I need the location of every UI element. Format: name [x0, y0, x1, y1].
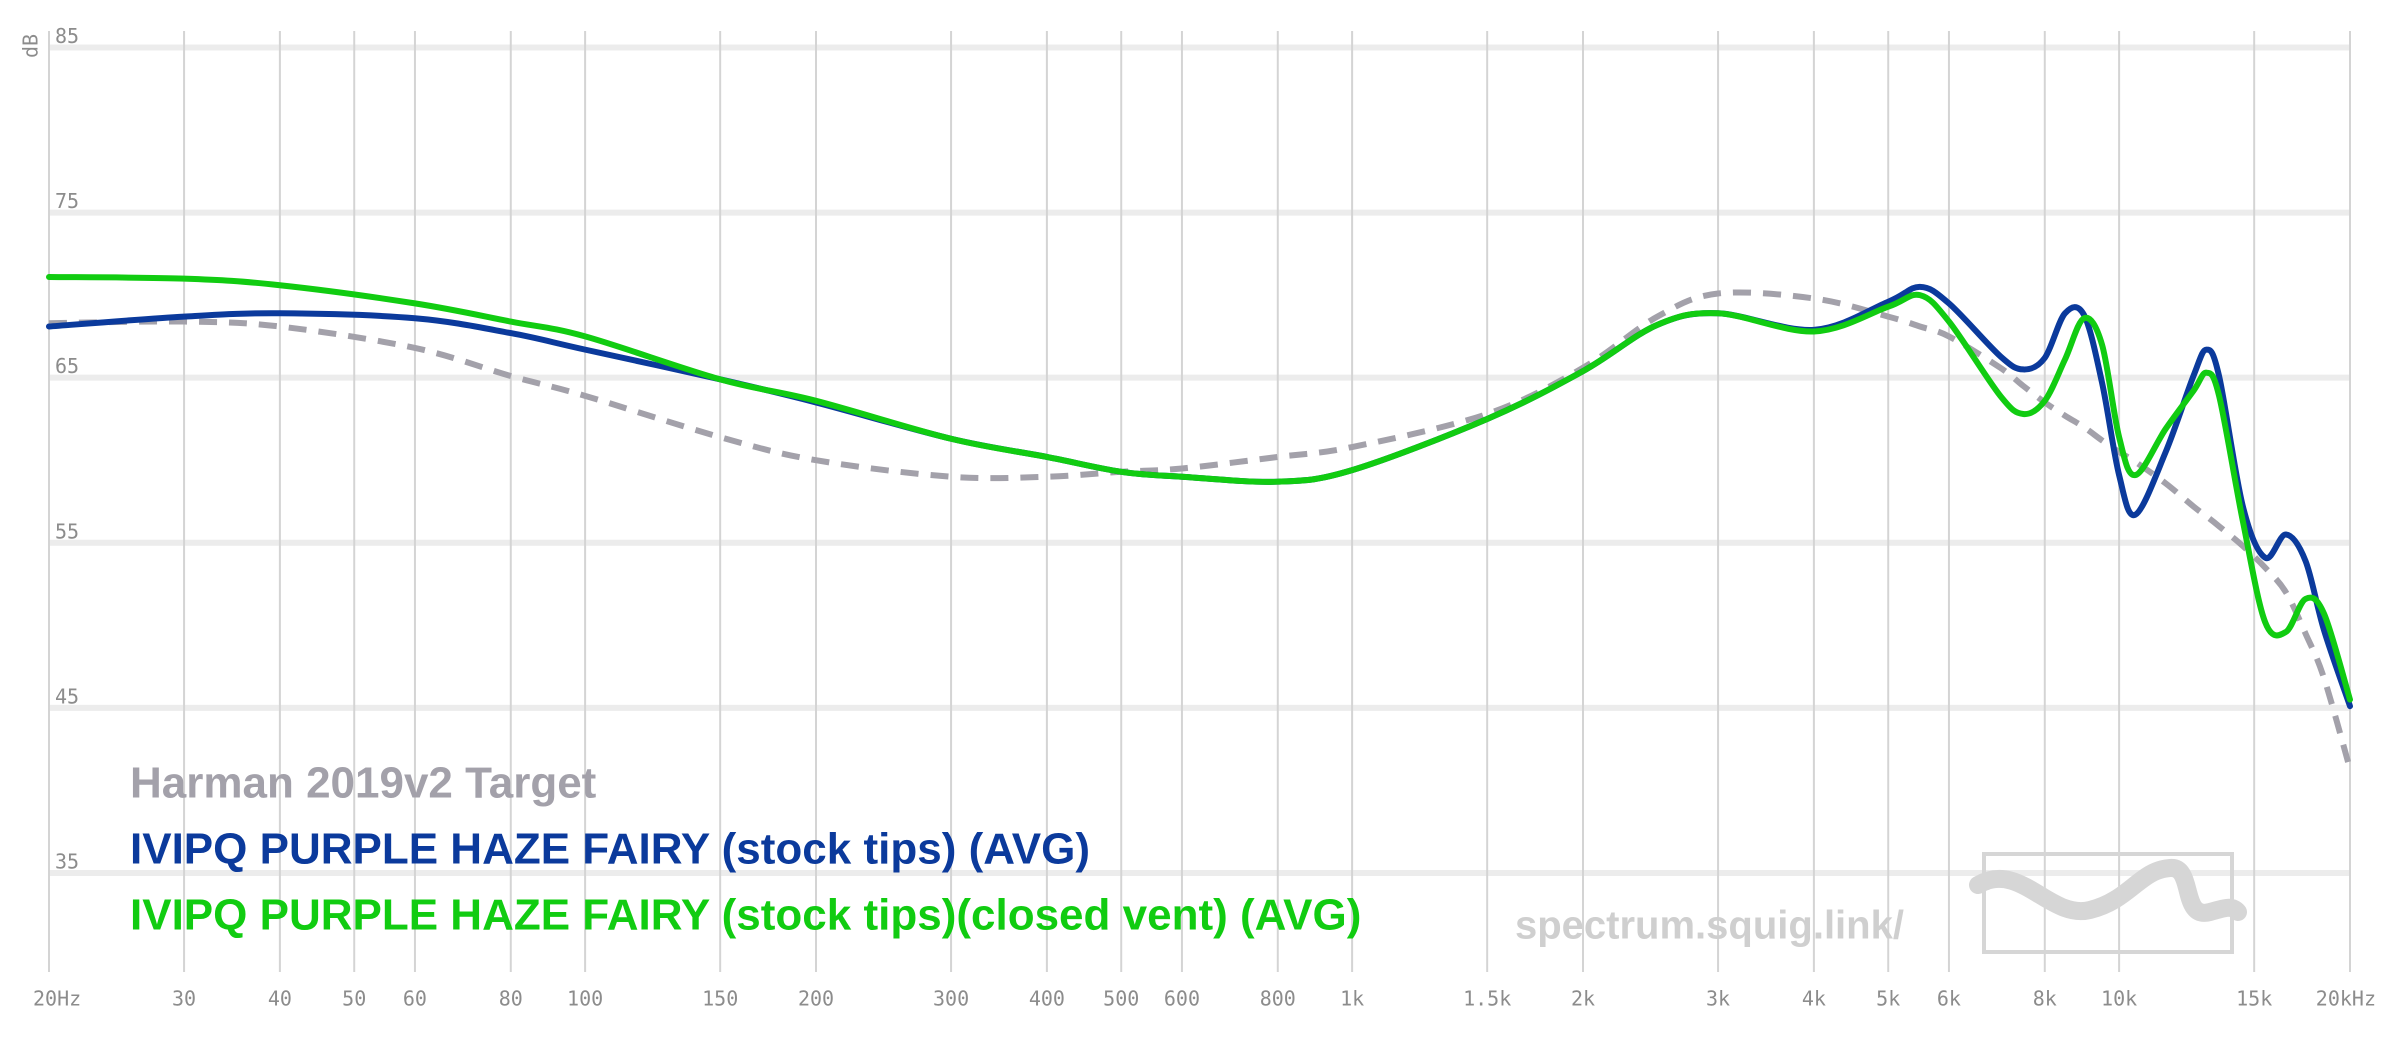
x-tick-label: 1k: [1340, 987, 1364, 1011]
x-tick-label: 300: [933, 987, 969, 1011]
x-tick-label: 10k: [2101, 987, 2137, 1011]
x-tick-label: 50: [342, 987, 366, 1011]
grid: 35 45 55 65 75 85 20Hz 30 40 50 60 80 100 150 200 300 40…: [33, 24, 2376, 1010]
y-tick-label: 55: [55, 519, 79, 543]
x-tick-label: 400: [1029, 987, 1065, 1011]
x-tick-label: 500: [1103, 987, 1139, 1011]
x-tick-label: 80: [499, 987, 523, 1011]
y-tick-label: 35: [55, 849, 79, 873]
series-line: [48, 289, 2353, 770]
series-line: [46, 273, 2353, 703]
x-tick-label: 600: [1164, 987, 1200, 1011]
x-tick-label: 6k: [1937, 987, 1961, 1011]
legend: Harman 2019v2 Target IVIPQ PURPLE HAZE FA…: [130, 759, 1361, 940]
x-tick-label: 200: [798, 987, 834, 1011]
x-tick-label: 150: [702, 987, 738, 1011]
x-tick-label: 40: [268, 987, 292, 1011]
series-line: [46, 283, 2353, 710]
x-tick-label: 100: [567, 987, 603, 1011]
x-tick-label: 20Hz: [33, 987, 81, 1011]
x-tick-label: 800: [1260, 987, 1296, 1011]
x-tick-label: 8k: [2033, 987, 2057, 1011]
x-tick-label: 60: [403, 987, 427, 1011]
x-tick-label: 2k: [1571, 987, 1595, 1011]
logo-squiggle: [1969, 859, 2247, 922]
legend-entry: IVIPQ PURPLE HAZE FAIRY (stock tips) (AV…: [130, 825, 1090, 874]
x-tick-label: 4k: [1802, 987, 1826, 1011]
y-tick-label: 85: [55, 24, 79, 48]
lines: [46, 273, 2353, 770]
y-axis-label: dB: [19, 34, 43, 58]
x-tick-label: 1.5k: [1463, 987, 1511, 1011]
legend-entry: Harman 2019v2 Target: [130, 759, 597, 808]
watermark: spectrum.squig.link/: [1515, 904, 1904, 948]
y-tick-label: 65: [55, 354, 79, 378]
y-tick-label: 75: [55, 189, 79, 213]
y-tick-label: 45: [55, 684, 79, 708]
x-tick-label: 5k: [1876, 987, 1900, 1011]
x-tick-label: 15k: [2236, 987, 2272, 1011]
x-tick-label: 20kHz: [2316, 987, 2376, 1011]
x-tick-label: 30: [172, 987, 196, 1011]
x-tick-label: 3k: [1706, 987, 1730, 1011]
legend-entry: IVIPQ PURPLE HAZE FAIRY (stock tips)(clo…: [130, 891, 1361, 940]
